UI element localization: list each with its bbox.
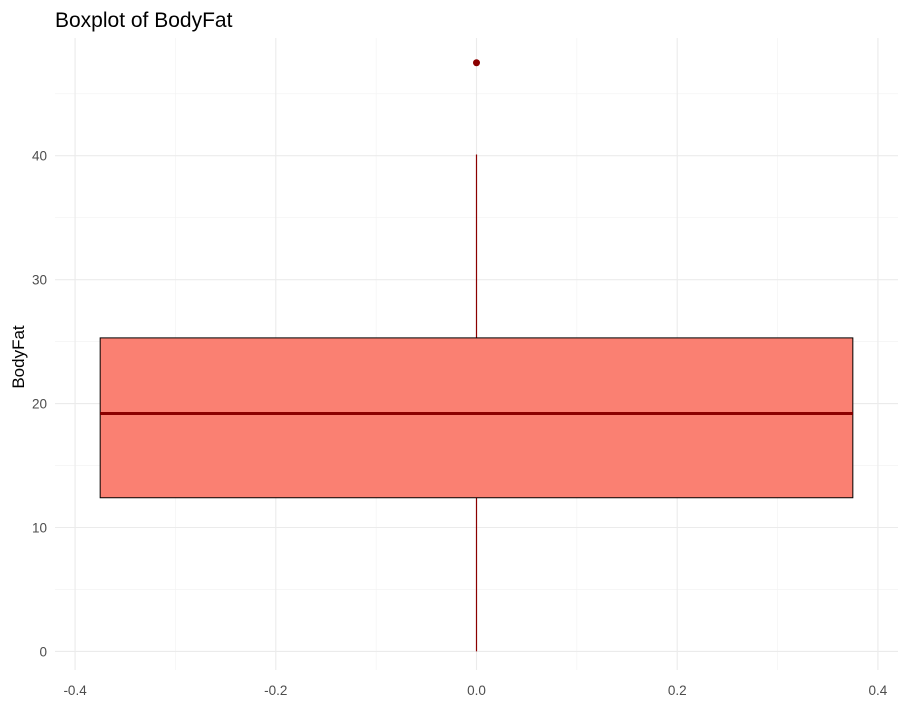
x-tick-label: 0.4: [869, 683, 888, 698]
outlier-point: [473, 59, 480, 67]
x-tick-label: 0.2: [668, 683, 687, 698]
x-tick-label: -0.4: [63, 683, 87, 698]
y-tick-label: 30: [32, 273, 47, 288]
y-axis-ticks: 0 10 20 30 40: [32, 149, 47, 660]
x-axis-ticks: -0.4 -0.2 0.0 0.2 0.4: [63, 683, 887, 698]
y-tick-label: 0: [39, 644, 47, 659]
iqr-box: [99, 337, 854, 499]
y-axis-title: BodyFat: [9, 325, 28, 389]
y-tick-label: 10: [32, 520, 47, 535]
y-tick-label: 40: [32, 149, 47, 164]
x-tick-label: 0.0: [467, 683, 486, 698]
box-group: [99, 59, 854, 652]
chart-title: Boxplot of BodyFat: [55, 9, 233, 32]
x-tick-label: -0.2: [264, 683, 287, 698]
y-tick-label: 20: [32, 397, 47, 412]
